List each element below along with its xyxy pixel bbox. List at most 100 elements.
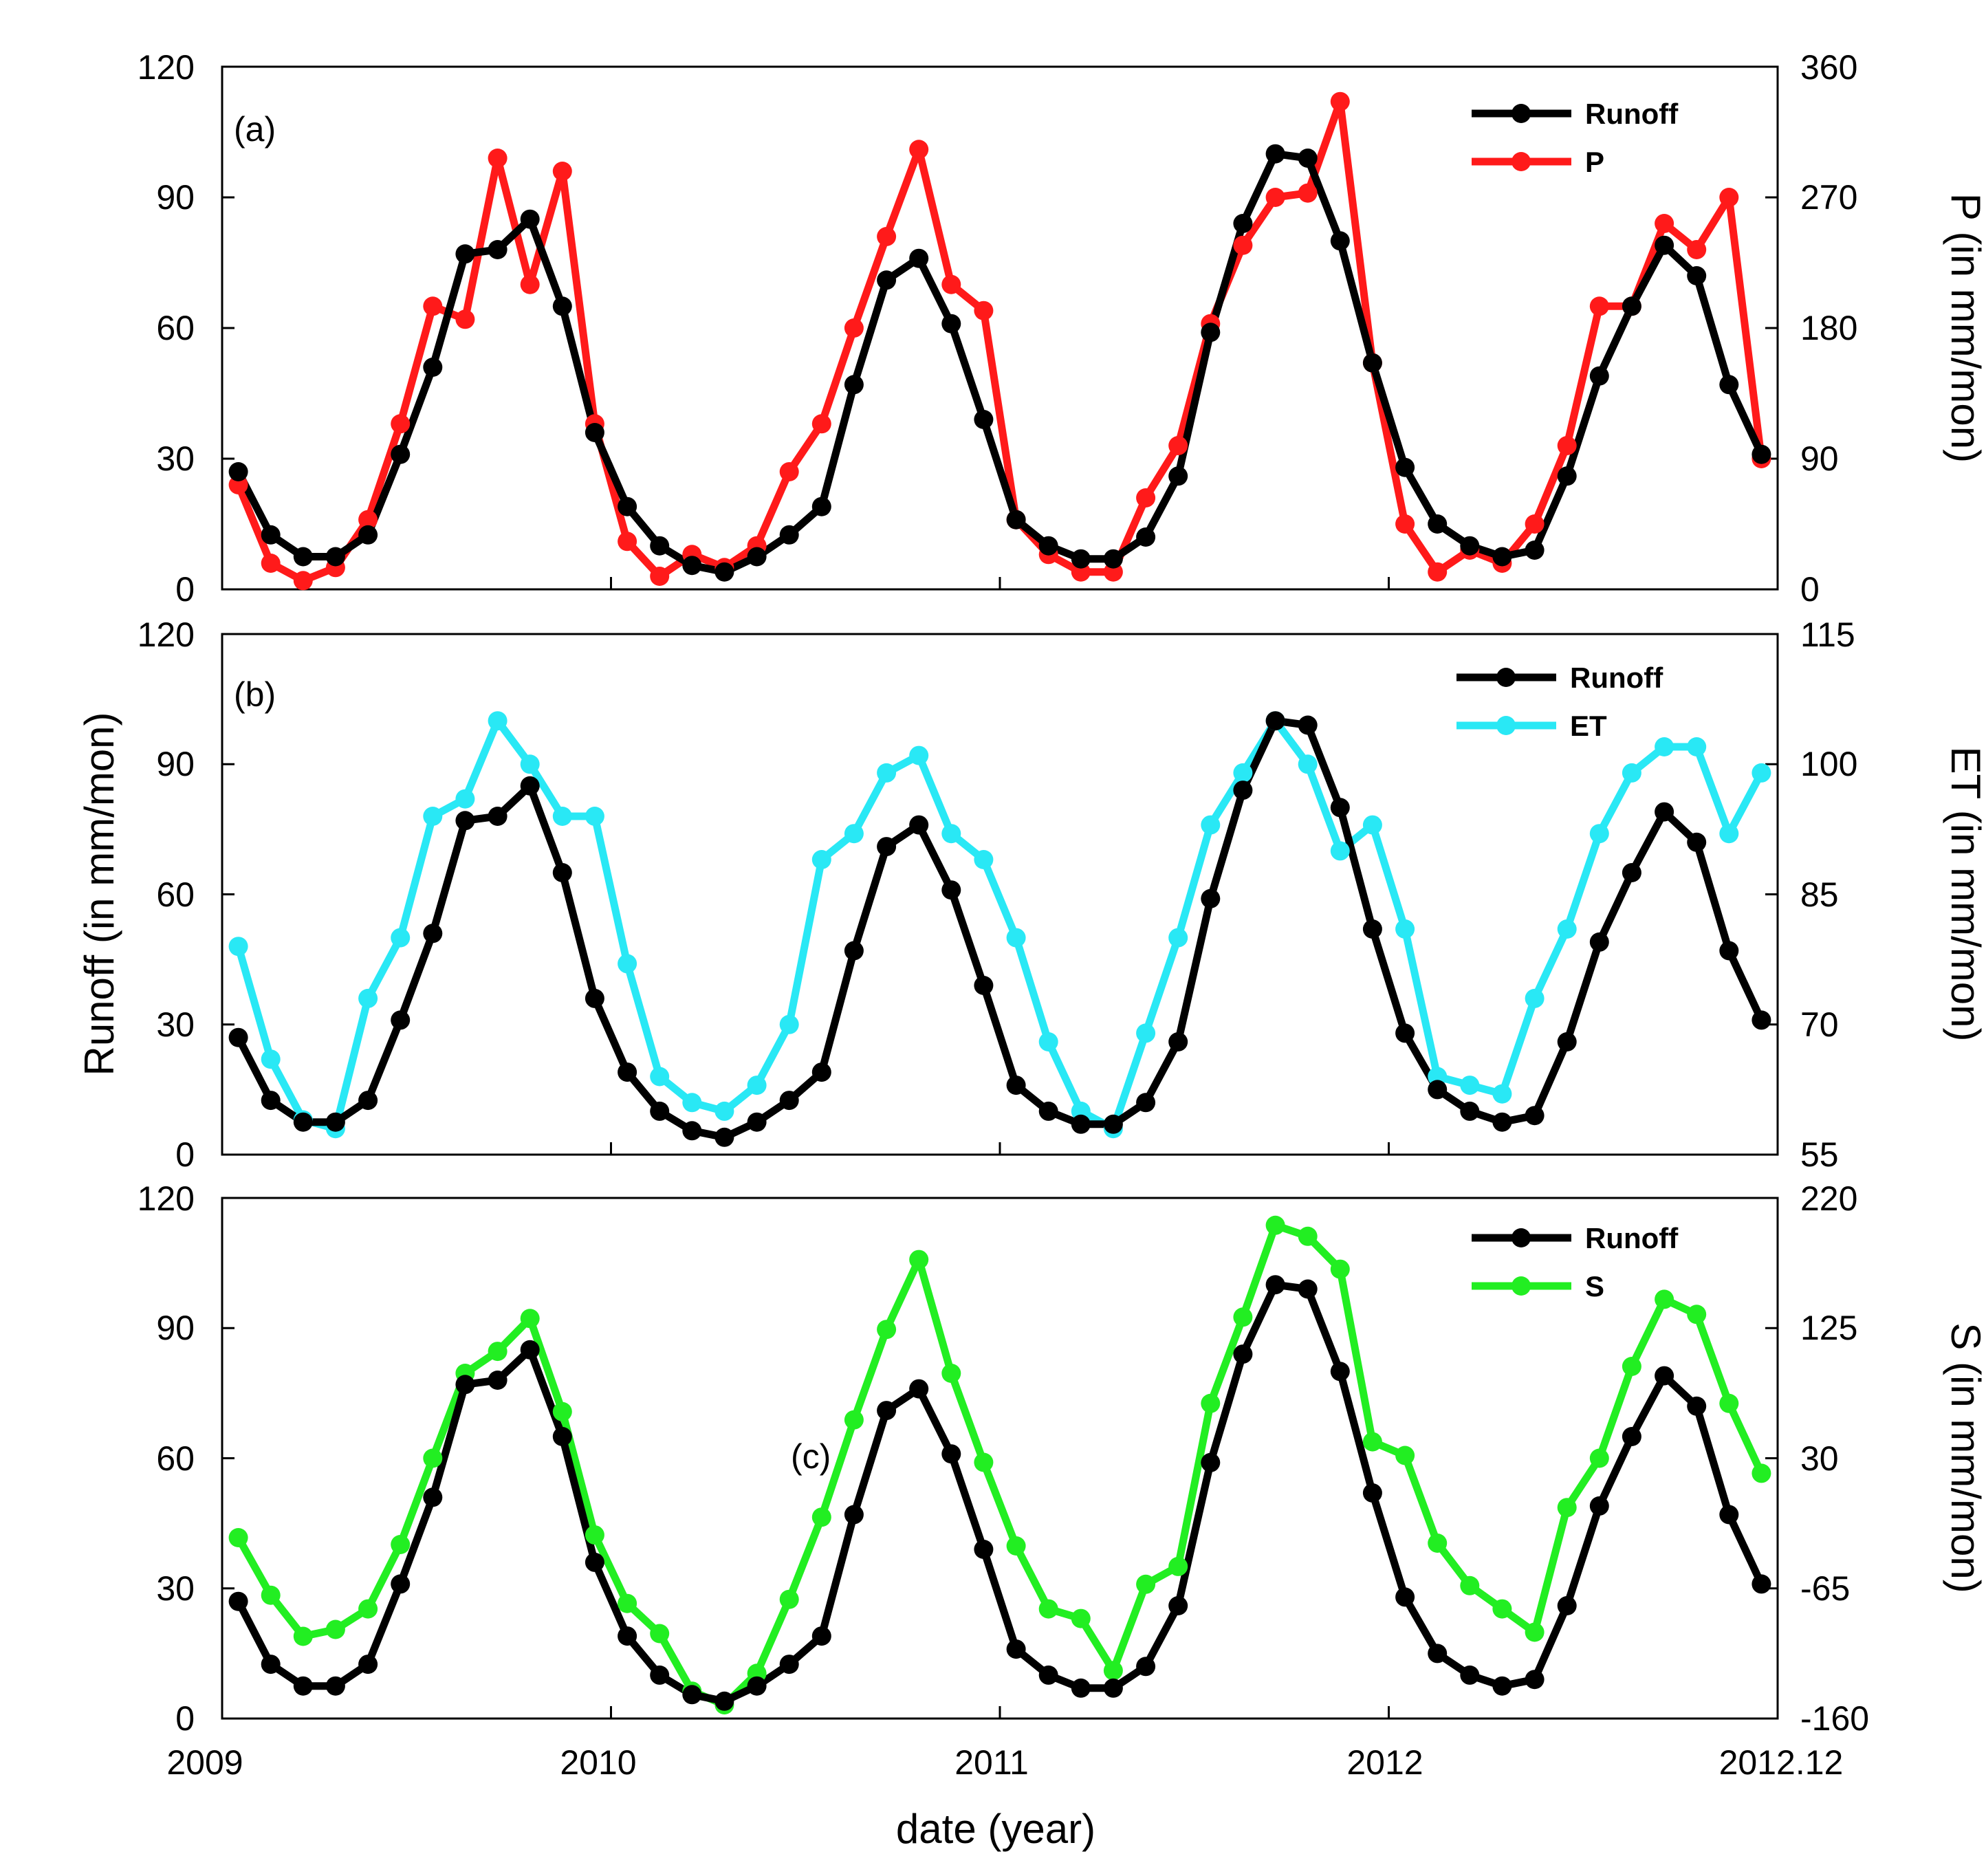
legend-label-et: ET (1570, 710, 1607, 742)
data-point-runoff (811, 497, 831, 516)
data-point-runoff (1265, 144, 1285, 164)
data-point-et (1330, 841, 1350, 861)
legend: Runoff P (1472, 98, 1679, 178)
data-point-runoff (1622, 863, 1641, 882)
data-point-runoff (941, 880, 961, 900)
data-point-runoff (423, 924, 443, 944)
data-point-runoff (1298, 1279, 1318, 1299)
data-point-p (844, 318, 864, 338)
data-point-runoff (1038, 536, 1058, 556)
x-tick-2009: 2009 (166, 1743, 243, 1782)
data-point-p (650, 567, 670, 586)
data-point-s (1589, 1448, 1609, 1468)
data-point-runoff (1525, 1670, 1545, 1690)
data-point-runoff (1201, 1452, 1221, 1472)
data-point-et (391, 928, 411, 948)
data-point-runoff (1428, 514, 1448, 534)
x-axis-label: date (year) (896, 1806, 1095, 1852)
data-point-runoff (1298, 149, 1318, 168)
legend: Runoff ET (1456, 662, 1663, 742)
legend-marker-runoff (1512, 104, 1531, 123)
data-point-s (1719, 1393, 1739, 1413)
y-right-tick-125: 125 (1800, 1309, 1857, 1347)
data-point-runoff (261, 1091, 281, 1111)
data-point-runoff (423, 358, 443, 377)
data-point-runoff (779, 1091, 799, 1111)
data-point-et (585, 807, 604, 826)
legend-marker-et (1496, 716, 1516, 735)
data-point-s (1622, 1357, 1641, 1376)
data-point-runoff (1622, 296, 1641, 316)
data-point-runoff (228, 1591, 248, 1611)
data-point-s (1752, 1463, 1771, 1483)
y-left-tick-60: 60 (156, 1439, 195, 1478)
data-point-et (941, 824, 961, 844)
data-point-runoff (1233, 1344, 1253, 1364)
data-point-runoff (325, 1112, 345, 1132)
data-point-runoff (1103, 1678, 1123, 1698)
data-point-runoff (1687, 1396, 1707, 1416)
data-point-runoff (552, 296, 572, 316)
data-point-et (488, 711, 508, 731)
data-point-s (228, 1528, 248, 1547)
data-point-runoff (1362, 1483, 1382, 1503)
data-point-s (1362, 1432, 1382, 1452)
data-point-p (423, 296, 443, 316)
data-point-runoff (488, 240, 508, 259)
legend: Runoff S (1472, 1222, 1679, 1302)
data-point-runoff (1071, 1114, 1091, 1134)
data-point-runoff (1752, 444, 1771, 464)
data-point-runoff (1395, 457, 1415, 477)
data-point-runoff (1006, 510, 1026, 530)
data-point-runoff (261, 1655, 281, 1675)
data-point-runoff (1136, 1093, 1156, 1113)
y-right-tick-minus65: -65 (1800, 1569, 1850, 1608)
data-point-s (1655, 1289, 1674, 1309)
data-point-runoff (1168, 1032, 1188, 1051)
data-point-runoff (1687, 832, 1707, 852)
data-point-s (941, 1364, 961, 1383)
data-point-s (1557, 1498, 1577, 1518)
y-right-tick-360: 360 (1800, 48, 1857, 87)
data-point-runoff (1395, 1587, 1415, 1607)
data-point-s (488, 1342, 508, 1362)
data-point-runoff (1103, 1114, 1123, 1134)
data-point-runoff (618, 1626, 637, 1646)
data-point-p (909, 140, 929, 160)
y-right-tick-115: 115 (1800, 615, 1855, 654)
data-point-s (293, 1626, 313, 1646)
data-point-s (844, 1410, 864, 1430)
data-point-runoff (682, 556, 702, 576)
data-point-p (358, 510, 378, 530)
data-point-et (1168, 928, 1188, 948)
data-point-et (974, 850, 994, 869)
y-left-tick-30: 30 (156, 1005, 195, 1044)
data-point-runoff (358, 525, 378, 545)
data-point-s (1395, 1446, 1415, 1465)
data-point-runoff (1006, 1639, 1026, 1659)
data-point-runoff (811, 1062, 831, 1082)
panel-tag: (a) (234, 110, 276, 149)
data-point-p (1428, 562, 1448, 582)
data-point-et (779, 1014, 799, 1034)
y-right-tick-85: 85 (1800, 875, 1839, 914)
axis-ticks (221, 1197, 1779, 1720)
data-point-et (1752, 763, 1771, 783)
data-point-runoff (974, 1540, 994, 1559)
data-point-p (1719, 188, 1739, 207)
data-point-runoff (747, 1112, 767, 1132)
x-tick-2012: 2012 (1346, 1743, 1423, 1782)
data-point-p (455, 309, 475, 329)
y-left-tick-0: 0 (175, 570, 195, 609)
data-point-runoff (1557, 1032, 1577, 1051)
y-right-tick-180: 180 (1800, 309, 1857, 347)
data-point-runoff (844, 941, 864, 961)
axis-ticks (221, 633, 1779, 1156)
x-tick-2012-12: 2012.12 (1719, 1743, 1844, 1782)
data-point-s (779, 1589, 799, 1609)
data-point-runoff (325, 1676, 345, 1696)
y-right-tick-220: 220 (1800, 1179, 1857, 1218)
legend-marker-s (1512, 1276, 1531, 1296)
data-point-et (358, 988, 378, 1008)
data-point-et (228, 937, 248, 957)
